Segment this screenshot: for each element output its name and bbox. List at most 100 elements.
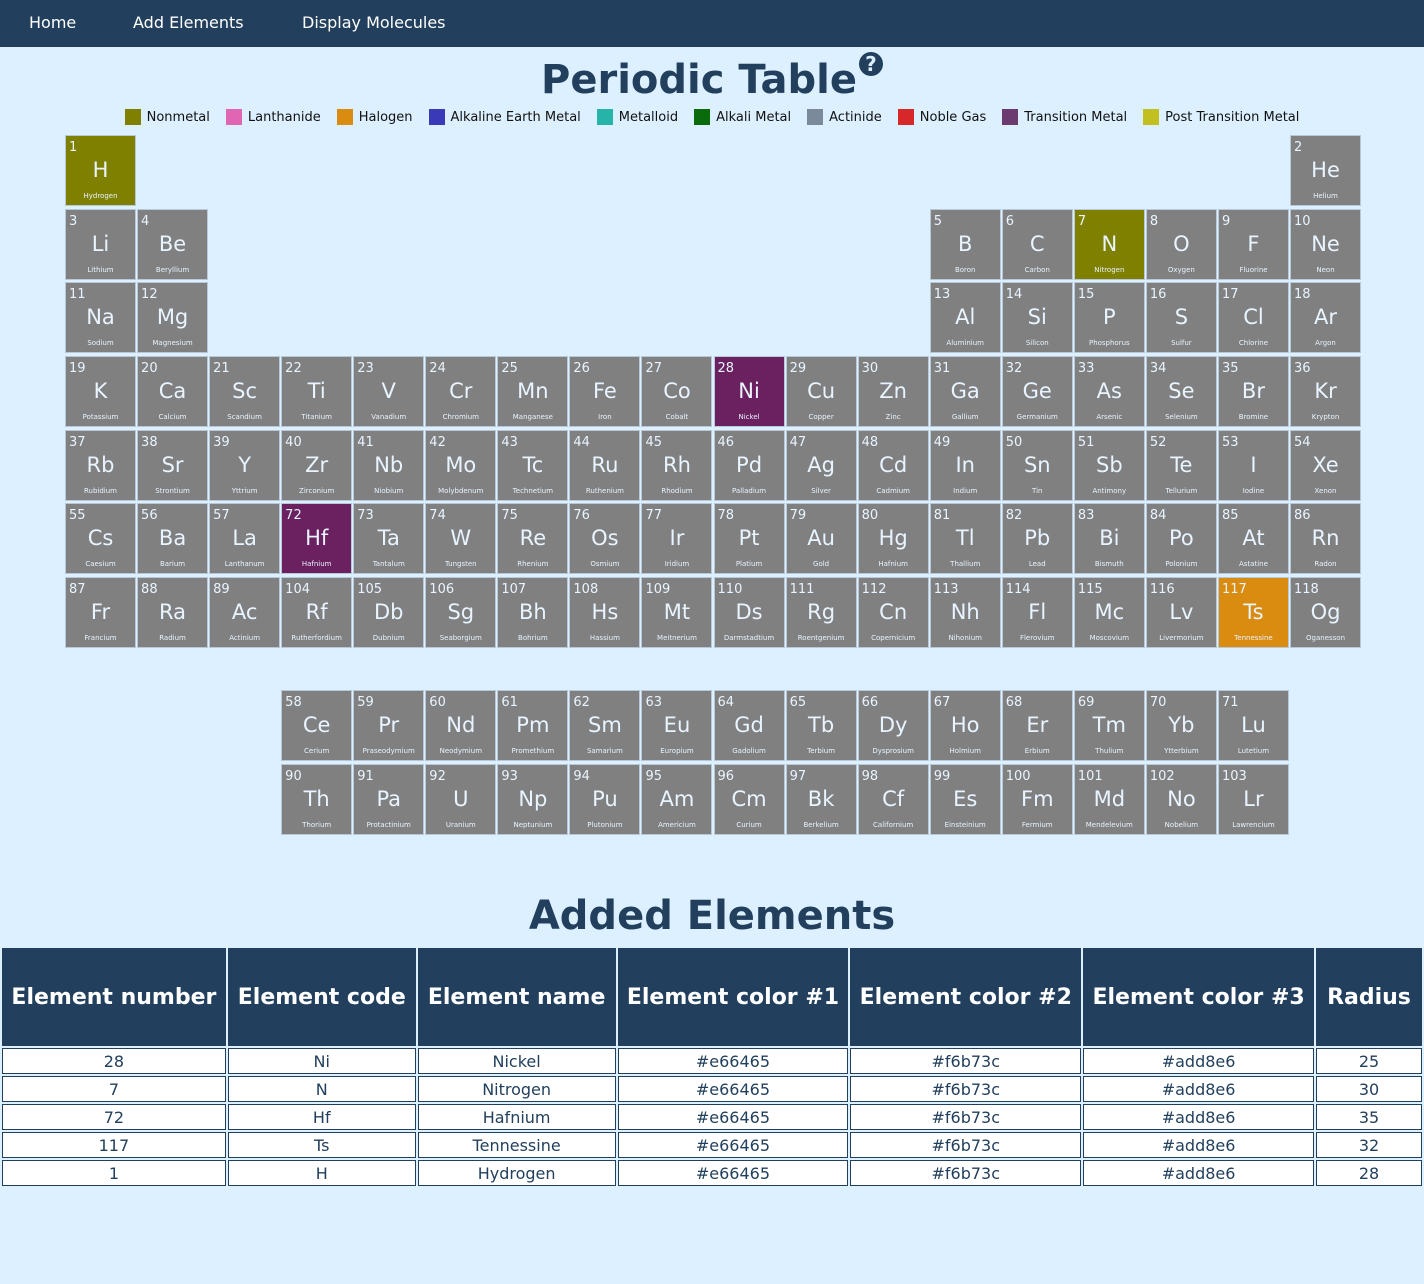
element-cell-se[interactable]: 34 Se Selenium <box>1145 356 1217 427</box>
element-cell-no[interactable]: 102 No Nobelium <box>1145 764 1217 835</box>
element-cell-ra[interactable]: 88 Ra Radium <box>137 577 209 649</box>
element-cell-sg[interactable]: 106 Sg Seaborgium <box>425 577 497 649</box>
element-cell-pa[interactable]: 91 Pa Protactinium <box>353 764 425 835</box>
element-cell-xe[interactable]: 54 Xe Xenon <box>1290 429 1362 501</box>
element-cell-te[interactable]: 52 Te Tellurium <box>1145 429 1217 501</box>
element-cell-ba[interactable]: 56 Ba Barium <box>137 503 209 575</box>
element-cell-pt[interactable]: 78 Pt Platium <box>713 503 785 575</box>
element-cell-eu[interactable]: 63 Eu Europium <box>641 690 713 761</box>
element-cell-lu[interactable]: 71 Lu Lutetium <box>1217 690 1289 761</box>
element-cell-th[interactable]: 90 Th Thorium <box>281 764 353 835</box>
element-cell-sn[interactable]: 50 Sn Tin <box>1001 429 1073 501</box>
element-cell-k[interactable]: 19 K Potassium <box>65 356 136 427</box>
element-cell-ar[interactable]: 18 Ar Argon <box>1290 282 1362 354</box>
element-cell-lr[interactable]: 103 Lr Lawrencium <box>1217 764 1289 835</box>
element-cell-db[interactable]: 105 Db Dubnium <box>353 577 425 649</box>
element-cell-in[interactable]: 49 In Indium <box>929 429 1001 501</box>
element-cell-nd[interactable]: 60 Nd Neodymium <box>425 690 497 761</box>
nav-add-elements-link[interactable]: Add Elements <box>133 13 244 32</box>
element-cell-ds[interactable]: 110 Ds Darmstadtium <box>713 577 785 649</box>
element-cell-fr[interactable]: 87 Fr Francium <box>65 577 136 649</box>
element-cell-p[interactable]: 15 P Phosphorus <box>1073 282 1145 354</box>
element-cell-la[interactable]: 57 La Lanthanum <box>209 503 281 575</box>
element-cell-pb[interactable]: 82 Pb Lead <box>1001 503 1073 575</box>
element-cell-rn[interactable]: 86 Rn Radon <box>1290 503 1362 575</box>
element-cell-ag[interactable]: 47 Ag Silver <box>785 429 857 501</box>
element-cell-rf[interactable]: 104 Rf Rutherfordium <box>281 577 353 649</box>
element-cell-tc[interactable]: 43 Tc Technetium <box>497 429 569 501</box>
element-cell-hs[interactable]: 108 Hs Hassium <box>569 577 641 649</box>
element-cell-hg[interactable]: 80 Hg Hafnium <box>857 503 929 575</box>
element-cell-am[interactable]: 95 Am Americium <box>641 764 713 835</box>
element-cell-co[interactable]: 27 Co Cobalt <box>641 356 713 427</box>
element-cell-tl[interactable]: 81 Tl Thallium <box>929 503 1001 575</box>
element-cell-au[interactable]: 79 Au Gold <box>785 503 857 575</box>
element-cell-br[interactable]: 35 Br Bromine <box>1217 356 1289 427</box>
element-cell-er[interactable]: 68 Er Erbium <box>1001 690 1073 761</box>
element-cell-s[interactable]: 16 S Sulfur <box>1145 282 1217 354</box>
element-cell-bi[interactable]: 83 Bi Bismuth <box>1073 503 1145 575</box>
element-cell-li[interactable]: 3 Li Lithium <box>65 208 136 280</box>
element-cell-cu[interactable]: 29 Cu Copper <box>785 356 857 427</box>
element-cell-pu[interactable]: 94 Pu Plutonium <box>569 764 641 835</box>
element-cell-o[interactable]: 8 O Oxygen <box>1145 208 1217 280</box>
element-cell-np[interactable]: 93 Np Neptunium <box>497 764 569 835</box>
element-cell-as[interactable]: 33 As Arsenic <box>1073 356 1145 427</box>
element-cell-pd[interactable]: 46 Pd Palladium <box>713 429 785 501</box>
help-icon[interactable]: ? <box>858 52 883 76</box>
element-cell-mg[interactable]: 12 Mg Magnesium <box>137 282 209 354</box>
element-cell-i[interactable]: 53 I Iodine <box>1217 429 1289 501</box>
element-cell-tm[interactable]: 69 Tm Thulium <box>1073 690 1145 761</box>
element-cell-c[interactable]: 6 C Carbon <box>1001 208 1073 280</box>
element-cell-ts[interactable]: 117 Ts Tennessine <box>1217 577 1289 649</box>
element-cell-rh[interactable]: 45 Rh Rhodium <box>641 429 713 501</box>
element-cell-ir[interactable]: 77 Ir Iridium <box>641 503 713 575</box>
element-cell-cf[interactable]: 98 Cf Californium <box>857 764 929 835</box>
element-cell-ta[interactable]: 73 Ta Tantalum <box>353 503 425 575</box>
element-cell-ac[interactable]: 89 Ac Actinium <box>209 577 281 649</box>
element-cell-v[interactable]: 23 V Vanadium <box>353 356 425 427</box>
element-cell-po[interactable]: 84 Po Polonium <box>1145 503 1217 575</box>
element-cell-pr[interactable]: 59 Pr Praseodymium <box>353 690 425 761</box>
element-cell-sm[interactable]: 62 Sm Samarium <box>569 690 641 761</box>
element-cell-u[interactable]: 92 U Uranium <box>425 764 497 835</box>
element-cell-bk[interactable]: 97 Bk Berkelium <box>785 764 857 835</box>
element-cell-pm[interactable]: 61 Pm Promethium <box>497 690 569 761</box>
element-cell-na[interactable]: 11 Na Sodium <box>65 282 136 354</box>
element-cell-ru[interactable]: 44 Ru Ruthenium <box>569 429 641 501</box>
element-cell-al[interactable]: 13 Al Aluminium <box>929 282 1001 354</box>
element-cell-hf[interactable]: 72 Hf Hafnium <box>281 503 353 575</box>
element-cell-nb[interactable]: 41 Nb Niobium <box>353 429 425 501</box>
element-cell-h[interactable]: 1 H Hydrogen <box>65 135 136 206</box>
nav-home-link[interactable]: Home <box>29 13 77 32</box>
element-cell-w[interactable]: 74 W Tungsten <box>425 503 497 575</box>
element-cell-ho[interactable]: 67 Ho Holmium <box>929 690 1001 761</box>
element-cell-ne[interactable]: 10 Ne Neon <box>1290 208 1362 280</box>
element-cell-ga[interactable]: 31 Ga Gallium <box>929 356 1001 427</box>
element-cell-he[interactable]: 2 He Helium <box>1290 135 1362 206</box>
nav-display-molecules-link[interactable]: Display Molecules <box>302 13 446 32</box>
element-cell-mt[interactable]: 109 Mt Meitnerium <box>641 577 713 649</box>
element-cell-sr[interactable]: 38 Sr Strontium <box>137 429 209 501</box>
element-cell-md[interactable]: 101 Md Mendelevium <box>1073 764 1145 835</box>
element-cell-n[interactable]: 7 N Nitrogen <box>1073 208 1145 280</box>
element-cell-gd[interactable]: 64 Gd Gadolium <box>713 690 785 761</box>
element-cell-mn[interactable]: 25 Mn Manganese <box>497 356 569 427</box>
element-cell-og[interactable]: 118 Og Oganesson <box>1290 577 1362 649</box>
element-cell-ge[interactable]: 32 Ge Germanium <box>1001 356 1073 427</box>
element-cell-fm[interactable]: 100 Fm Fermium <box>1001 764 1073 835</box>
element-cell-cm[interactable]: 96 Cm Curium <box>713 764 785 835</box>
element-cell-fe[interactable]: 26 Fe Iron <box>569 356 641 427</box>
element-cell-rg[interactable]: 111 Rg Roentgenium <box>785 577 857 649</box>
element-cell-nh[interactable]: 113 Nh Nihonium <box>929 577 1001 649</box>
element-cell-es[interactable]: 99 Es Einsteinium <box>929 764 1001 835</box>
element-cell-sb[interactable]: 51 Sb Antimony <box>1073 429 1145 501</box>
element-cell-sc[interactable]: 21 Sc Scandium <box>209 356 281 427</box>
element-cell-yb[interactable]: 70 Yb Ytterbium <box>1145 690 1217 761</box>
element-cell-b[interactable]: 5 B Boron <box>929 208 1001 280</box>
element-cell-f[interactable]: 9 F Fluorine <box>1217 208 1289 280</box>
element-cell-cs[interactable]: 55 Cs Caesium <box>65 503 136 575</box>
element-cell-tb[interactable]: 65 Tb Terbium <box>785 690 857 761</box>
element-cell-fl[interactable]: 114 Fl Flerovium <box>1001 577 1073 649</box>
element-cell-si[interactable]: 14 Si Silicon <box>1001 282 1073 354</box>
